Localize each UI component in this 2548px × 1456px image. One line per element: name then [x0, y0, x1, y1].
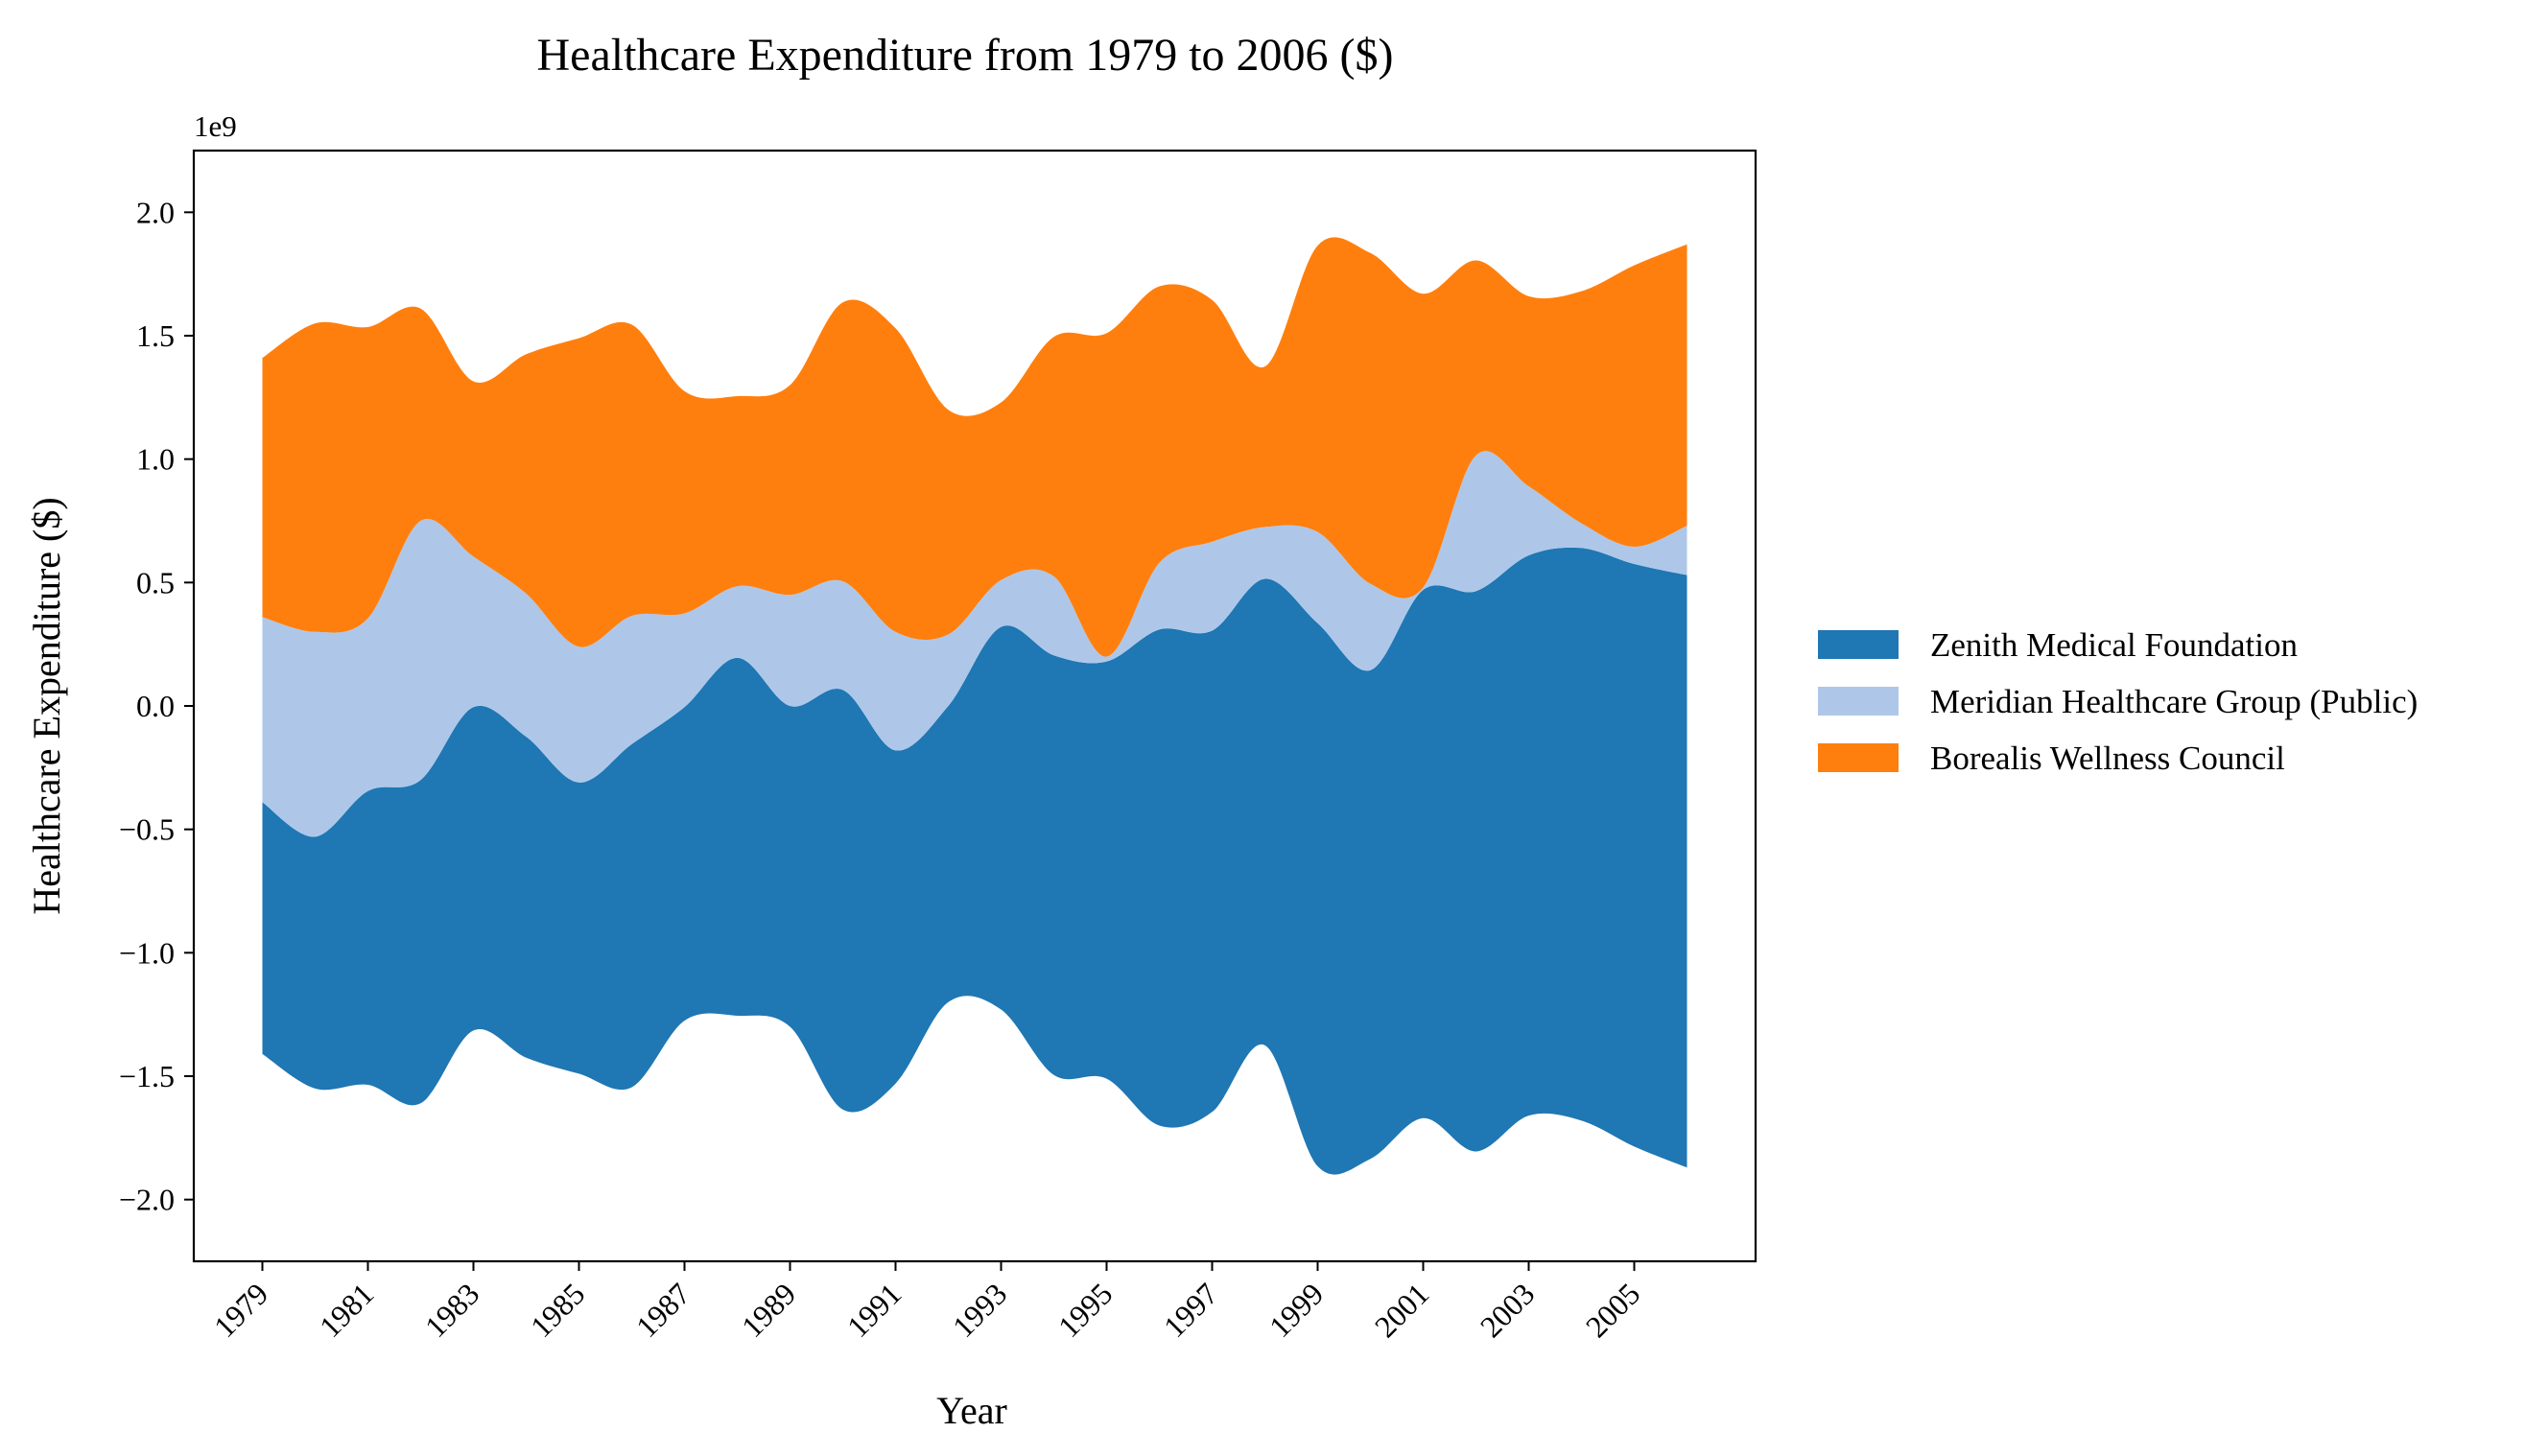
y-tick-label: −1.0	[119, 935, 175, 970]
y-tick-label: 0.5	[136, 565, 175, 599]
plot-frame	[192, 149, 1758, 1263]
y-tick-label: −0.5	[119, 812, 175, 847]
legend-label-meridian-healthcare-group-public: Meridian Healthcare Group (Public)	[1930, 683, 2418, 720]
y-tick-label: 1.0	[136, 442, 175, 477]
chart-title: Healthcare Expenditure from 1979 to 2006…	[536, 30, 1393, 81]
y-tick-label: 0.0	[136, 689, 175, 723]
legend-label-borealis-wellness-council: Borealis Wellness Council	[1930, 740, 2285, 777]
y-tick-label: 2.0	[136, 195, 175, 229]
stream-area-meridian-healthcare-group-public	[262, 451, 1687, 837]
legend: Zenith Medical Foundation Meridian Health…	[1818, 626, 2418, 777]
legend-swatch-zenith-medical-foundation	[1818, 630, 1899, 659]
y-axis-title: Healthcare Expenditure ($)	[25, 497, 68, 914]
legend-swatch-borealis-wellness-council	[1818, 743, 1899, 772]
y-axis: −2.0 −1.5 −1.0 −0.5 0.0 0.5 1.0 1.5 2.0	[119, 195, 194, 1217]
stream-area-zenith-medical-foundation	[262, 547, 1687, 1175]
legend-swatch-meridian-healthcare-group-public	[1818, 687, 1899, 716]
stream-layers	[262, 237, 1687, 1175]
y-offset-label: 1e9	[194, 109, 237, 143]
y-tick-label: −2.0	[119, 1183, 175, 1217]
legend-label-zenith-medical-foundation: Zenith Medical Foundation	[1930, 626, 2298, 664]
x-axis-title: Year	[936, 1389, 1007, 1432]
y-tick-label: −1.5	[119, 1059, 175, 1093]
y-tick-label: 1.5	[136, 318, 175, 353]
stream-area-borealis-wellness-council	[262, 237, 1687, 657]
